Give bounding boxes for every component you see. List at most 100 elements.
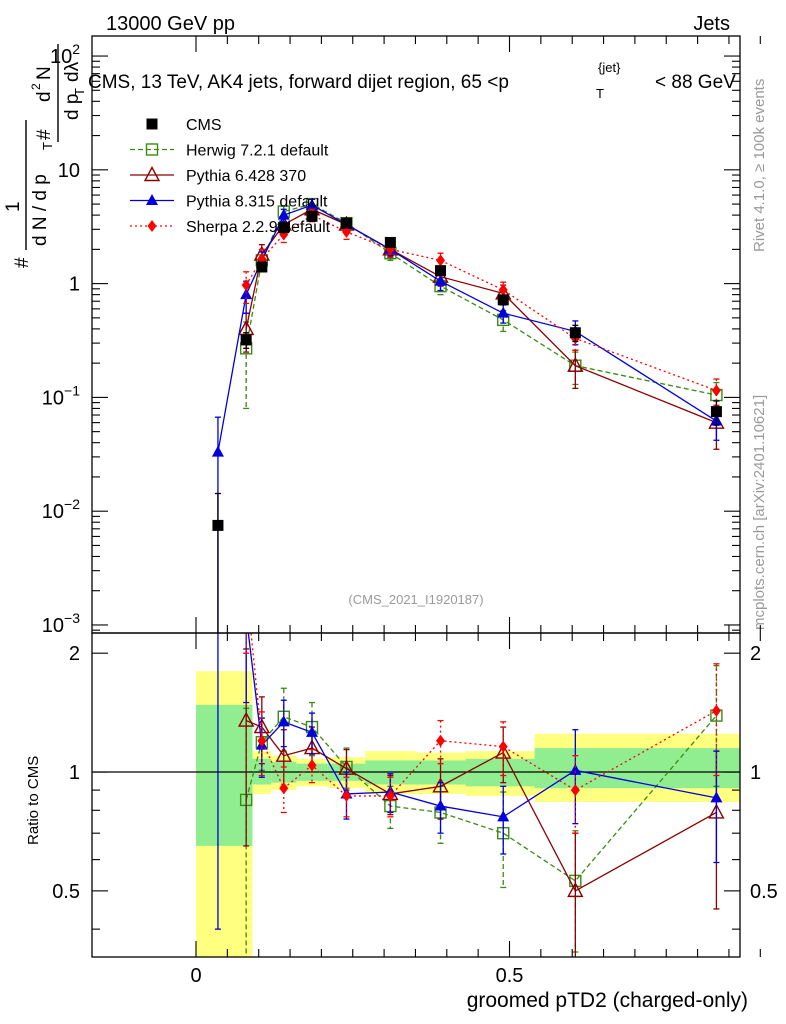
main-pythia8-point xyxy=(277,208,290,220)
main-cms-point xyxy=(278,222,290,234)
main-sherpa-point xyxy=(341,225,351,238)
ratio-sherpa-point xyxy=(570,784,580,797)
main-sherpa-line xyxy=(245,214,717,392)
ratio-sherpa-point xyxy=(257,734,267,747)
legend-item-cms: CMS xyxy=(146,117,222,134)
ylabel-T-sub-2: T xyxy=(72,88,87,96)
ratio-sherpa-line xyxy=(250,633,717,797)
main-cms-series xyxy=(212,210,722,633)
ratio-y-tick-label: 0.5 xyxy=(52,881,80,903)
main-cms-point xyxy=(384,236,396,248)
ratio-y-axis-label: Ratio to CMS xyxy=(25,756,42,845)
legend-item-pythia8: Pythia 8.315 default xyxy=(130,194,328,211)
plot-title-tail: < 88 GeV xyxy=(655,72,736,93)
ratio-pythia8-point xyxy=(240,608,252,619)
main-x-ticks xyxy=(195,36,761,633)
main-cms-point xyxy=(497,294,509,306)
main-herwig-line xyxy=(245,203,717,396)
main-sherpa-point xyxy=(498,283,508,296)
ylabel-dlambda: dλ xyxy=(62,61,83,82)
main-y-axis-label: # 1 d N / d p T # d p T d 2 N dλ xyxy=(3,44,87,268)
ylabel-dpT: d p xyxy=(62,94,83,120)
ratio-herwig-series xyxy=(239,664,723,957)
ratio-y-tick-label: 1 xyxy=(69,762,80,784)
ratio-sherpa-point xyxy=(385,789,395,802)
plot-title: CMS, 13 TeV, AK4 jets, forward dijet reg… xyxy=(88,60,736,101)
ylabel-dN-dpT: d N / d p xyxy=(30,174,51,246)
ratio-pythia6-point xyxy=(275,746,292,762)
main-data xyxy=(211,197,725,633)
header-left: 13000 GeV pp xyxy=(106,13,235,35)
ratio-pythia8-point xyxy=(305,725,318,737)
ylabel-d: d xyxy=(34,91,55,102)
ratio-y-tick-label-right: 0.5 xyxy=(750,881,778,903)
main-cms-point xyxy=(710,406,722,418)
ratio-pythia8-point xyxy=(497,810,510,822)
main-cms-point xyxy=(306,210,318,222)
legend: CMS Herwig 7.2.1 default Pythia 6.428 370 P… xyxy=(130,117,331,236)
main-sherpa-point xyxy=(436,254,446,267)
main-cms-point xyxy=(256,261,268,273)
ratio-sherpa-point xyxy=(279,782,289,795)
legend-marker-herwig xyxy=(145,143,159,156)
legend-item-sherpa: Sherpa 2.2.9 default xyxy=(130,219,331,236)
ratio-y-tick-label-right: 2 xyxy=(750,643,761,665)
main-pythia6-point xyxy=(567,356,584,372)
main-y-tick-label: 10−1 xyxy=(42,382,80,409)
ratio-sherpa-point xyxy=(498,740,508,753)
ylabel-hash-2: # xyxy=(34,129,55,140)
ratio-pythia6-line xyxy=(245,719,717,892)
ratio-pythia6-point xyxy=(567,881,584,898)
ratio-pythia6-point xyxy=(237,711,255,727)
plot-title-main: CMS, 13 TeV, AK4 jets, forward dijet reg… xyxy=(88,72,509,93)
main-pythia8-point xyxy=(211,445,224,457)
legend-item-pythia6: Pythia 6.428 370 xyxy=(130,166,306,185)
main-sherpa-series xyxy=(241,208,721,407)
main-cms-point xyxy=(340,217,352,229)
ratio-data xyxy=(214,578,725,957)
legend-item-herwig: Herwig 7.2.1 default xyxy=(130,143,329,160)
main-cms-point xyxy=(435,265,447,277)
ratio-x-tick-label: 0 xyxy=(190,965,201,987)
legend-marker-pythia6 xyxy=(143,166,161,182)
main-pythia8-point xyxy=(305,198,318,210)
ylabel-T-sub-1: T xyxy=(40,142,55,150)
main-pythia6-line xyxy=(245,208,717,424)
ratio-sherpa-point xyxy=(242,578,251,590)
ratio-y-tick-label-right: 1 xyxy=(750,762,761,784)
main-y-tick-label: 10 xyxy=(58,160,80,182)
main-sherpa-point xyxy=(711,384,721,397)
main-sherpa-point xyxy=(241,279,251,292)
ratio-sherpa-point xyxy=(711,704,721,717)
ylabel-two: 2 xyxy=(29,83,43,90)
ylabel-N: N xyxy=(34,66,55,80)
main-pythia8-line xyxy=(217,204,717,453)
ratio-sherpa-point xyxy=(436,734,446,747)
main-pythia8-point xyxy=(497,306,510,318)
plot-title-sup: {jet} xyxy=(598,60,621,75)
ylabel-one: 1 xyxy=(3,201,24,212)
ratio-sherpa-point xyxy=(341,789,351,802)
rivet-version-label: Rivet 4.1.0, ≥ 100k events xyxy=(751,79,768,252)
legend-label-pythia8: Pythia 8.315 default xyxy=(186,194,328,211)
legend-label-herwig: Herwig 7.2.1 default xyxy=(186,143,329,160)
main-cms-point xyxy=(212,519,224,531)
ratio-x-tick-label: 0.5 xyxy=(496,965,524,987)
plot-title-sub: T xyxy=(596,86,604,101)
ratio-band-green-8 xyxy=(534,748,740,789)
main-cms-point xyxy=(240,334,252,346)
ratio-herwig-line xyxy=(245,715,717,882)
ratio-pythia8-point xyxy=(569,763,582,775)
x-axis-label: groomed pTD2 (charged-only) xyxy=(467,989,748,1012)
ratio-band-green-0 xyxy=(196,704,253,846)
legend-label-sherpa: Sherpa 2.2.9 default xyxy=(186,219,331,236)
main-y-tick-label: 10−2 xyxy=(42,496,80,523)
mcplots-label: mcplots.cern.ch [arXiv:2401.10621] xyxy=(751,395,768,630)
legend-marker-cms xyxy=(146,118,158,130)
ratio-pythia8-point xyxy=(710,791,723,803)
ylabel-hash-1: # xyxy=(12,257,33,268)
